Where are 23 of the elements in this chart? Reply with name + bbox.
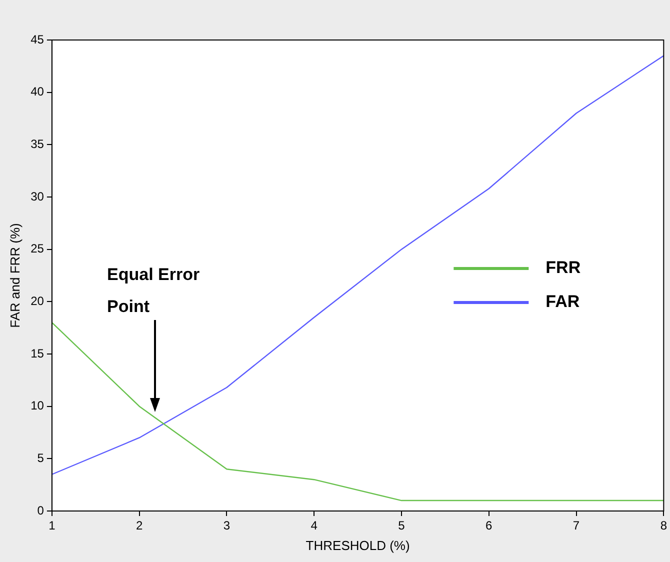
x-axis-title: THRESHOLD (%) bbox=[306, 538, 410, 553]
x-tick-label: 5 bbox=[398, 518, 406, 533]
x-tick-label: 1 bbox=[48, 518, 56, 533]
y-tick-label: 15 bbox=[30, 346, 44, 360]
y-tick-label: 35 bbox=[30, 136, 44, 151]
annotation: Equal Error Point bbox=[107, 265, 200, 316]
x-tick-label: 6 bbox=[486, 518, 493, 533]
x-tick-label: 7 bbox=[572, 518, 580, 533]
y-tick-label: 25 bbox=[30, 242, 44, 256]
y-tick-label: 0 bbox=[37, 503, 44, 518]
y-tick-label: 45 bbox=[30, 32, 44, 46]
x-tick-label: 8 bbox=[660, 518, 668, 533]
x-tick-label: 4 bbox=[310, 518, 318, 533]
legend-label: FRR bbox=[546, 258, 581, 278]
x-tick-label: 3 bbox=[223, 518, 230, 533]
y-axis-title: FAR and FRR (%) bbox=[7, 223, 22, 328]
y-tick-label: 5 bbox=[37, 450, 44, 465]
y-tick-label: 20 bbox=[30, 294, 44, 308]
y-tick-label: 40 bbox=[30, 84, 44, 99]
x-tick-label: 2 bbox=[136, 518, 143, 533]
y-tick-label: 10 bbox=[30, 398, 44, 413]
y-tick-label: 30 bbox=[30, 189, 44, 204]
legend-label: FAR bbox=[546, 292, 580, 312]
